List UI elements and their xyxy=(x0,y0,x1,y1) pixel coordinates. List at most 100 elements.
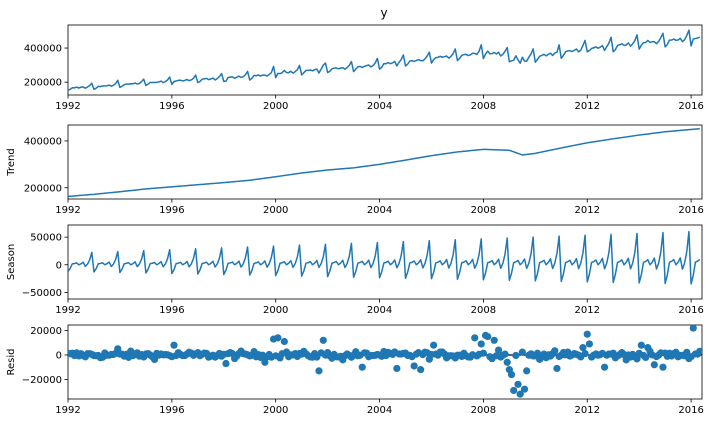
resid-point xyxy=(430,341,438,349)
resid-point xyxy=(689,325,697,332)
y-tick-label: 400000 xyxy=(24,136,62,147)
resid-point xyxy=(551,347,559,355)
x-tick-label: 1996 xyxy=(159,405,184,416)
season-panel: 1992 1996 2000 2004 2008 2012 2016 −50000 0 50000… xyxy=(6,224,704,316)
x-tick-label: 2004 xyxy=(367,305,392,316)
resid-point xyxy=(523,367,531,375)
x-tick-label: 1992 xyxy=(55,305,80,316)
y-tick-label: 0 xyxy=(56,350,62,361)
resid-point xyxy=(490,336,498,344)
axes-frame xyxy=(67,124,703,200)
resid-point xyxy=(319,336,327,344)
x-tick-label: 2016 xyxy=(678,101,703,112)
resid-point xyxy=(696,347,702,355)
x-tick-label: 2008 xyxy=(471,101,496,112)
resid-point xyxy=(471,334,479,342)
resid-point xyxy=(494,346,503,354)
resid-point xyxy=(583,330,591,338)
resid-point xyxy=(510,386,518,395)
resid-point xyxy=(503,358,511,366)
y-tick-label: −50000 xyxy=(22,288,62,299)
y-tick-label: 0 xyxy=(56,260,62,271)
resid-point xyxy=(222,359,230,368)
x-tick-label: 2012 xyxy=(575,205,600,216)
y-tick-label: 200000 xyxy=(24,78,62,89)
trend-panel: 1992 1996 2000 2004 2008 2012 2016 200000 400000… xyxy=(6,124,704,216)
x-tick-label: 2016 xyxy=(678,205,703,216)
x-tick-label: 2012 xyxy=(575,305,600,316)
resid-point xyxy=(479,349,487,357)
resid-point xyxy=(553,364,561,373)
x-tick-label: 1996 xyxy=(159,305,184,316)
plot-area xyxy=(68,325,702,398)
x-tick-label: 2012 xyxy=(575,405,600,416)
resid-point xyxy=(280,337,288,346)
resid-point xyxy=(637,341,645,349)
axes-frame xyxy=(67,324,703,400)
resid-point xyxy=(579,344,587,352)
resid-point xyxy=(642,353,650,362)
resid-point xyxy=(417,366,425,374)
resid-point xyxy=(633,355,641,363)
series-line xyxy=(68,29,701,92)
series-line xyxy=(68,230,701,285)
resid-point xyxy=(393,364,401,373)
resid-point xyxy=(507,370,516,379)
resid-point xyxy=(484,333,492,341)
plot-area xyxy=(68,29,701,92)
x-tick-label: 2000 xyxy=(263,305,288,316)
resid-point xyxy=(501,350,509,358)
resid-point xyxy=(683,348,691,356)
resid-point xyxy=(516,390,524,398)
resid-point xyxy=(512,351,520,360)
resid-point xyxy=(315,367,323,375)
y-axis-label: Trend xyxy=(6,148,17,176)
axes-frame xyxy=(67,224,703,300)
x-tick-label: 2000 xyxy=(263,205,288,216)
plot-area xyxy=(68,230,701,285)
resid-point xyxy=(581,349,589,358)
x-tick-label: 1992 xyxy=(55,405,80,416)
y-tick-label: 400000 xyxy=(24,44,62,55)
y-tick-label: −20000 xyxy=(22,375,62,386)
x-tick-label: 1992 xyxy=(55,101,80,112)
x-tick-label: 1996 xyxy=(159,205,184,216)
x-tick-label: 1992 xyxy=(55,205,80,216)
resid-point xyxy=(358,363,366,371)
y-axis-label: Season xyxy=(6,244,17,280)
resid-point xyxy=(650,361,658,369)
plot-area xyxy=(68,127,700,198)
x-tick-label: 1996 xyxy=(159,101,184,112)
resid-point xyxy=(520,385,529,393)
x-tick-label: 2016 xyxy=(678,305,703,316)
x-tick-label: 2004 xyxy=(367,405,392,416)
axes-frame xyxy=(67,24,703,96)
resid-point xyxy=(261,358,269,366)
resid-point xyxy=(274,334,282,342)
x-tick-label: 2004 xyxy=(367,101,392,112)
figure-title: y xyxy=(380,6,387,20)
x-tick-label: 2008 xyxy=(471,405,496,416)
resid-point xyxy=(518,348,526,356)
x-tick-label: 2000 xyxy=(263,101,288,112)
resid-point xyxy=(170,341,178,349)
x-tick-label: 2008 xyxy=(471,305,496,316)
resid-panel: 1992 1996 2000 2004 2008 2012 2016 −20000 0 20000… xyxy=(6,324,704,416)
series-line xyxy=(68,127,700,198)
resid-point xyxy=(514,380,522,388)
resid-point xyxy=(477,340,485,348)
y-tick-label: 50000 xyxy=(30,233,62,244)
observed-panel: 1992 1996 2000 2004 2008 2012 2016 200000 400000 xyxy=(24,24,704,112)
y-axis-label: Resid xyxy=(6,349,17,376)
y-tick-label: 20000 xyxy=(30,326,62,337)
resid-point xyxy=(585,340,594,348)
x-tick-label: 2008 xyxy=(471,205,496,216)
x-tick-label: 2000 xyxy=(263,405,288,416)
resid-point xyxy=(600,363,609,371)
y-tick-label: 200000 xyxy=(24,183,62,194)
x-tick-label: 2004 xyxy=(367,205,392,216)
resid-point xyxy=(659,363,667,371)
x-tick-label: 2012 xyxy=(575,101,600,112)
resid-point xyxy=(410,362,418,370)
